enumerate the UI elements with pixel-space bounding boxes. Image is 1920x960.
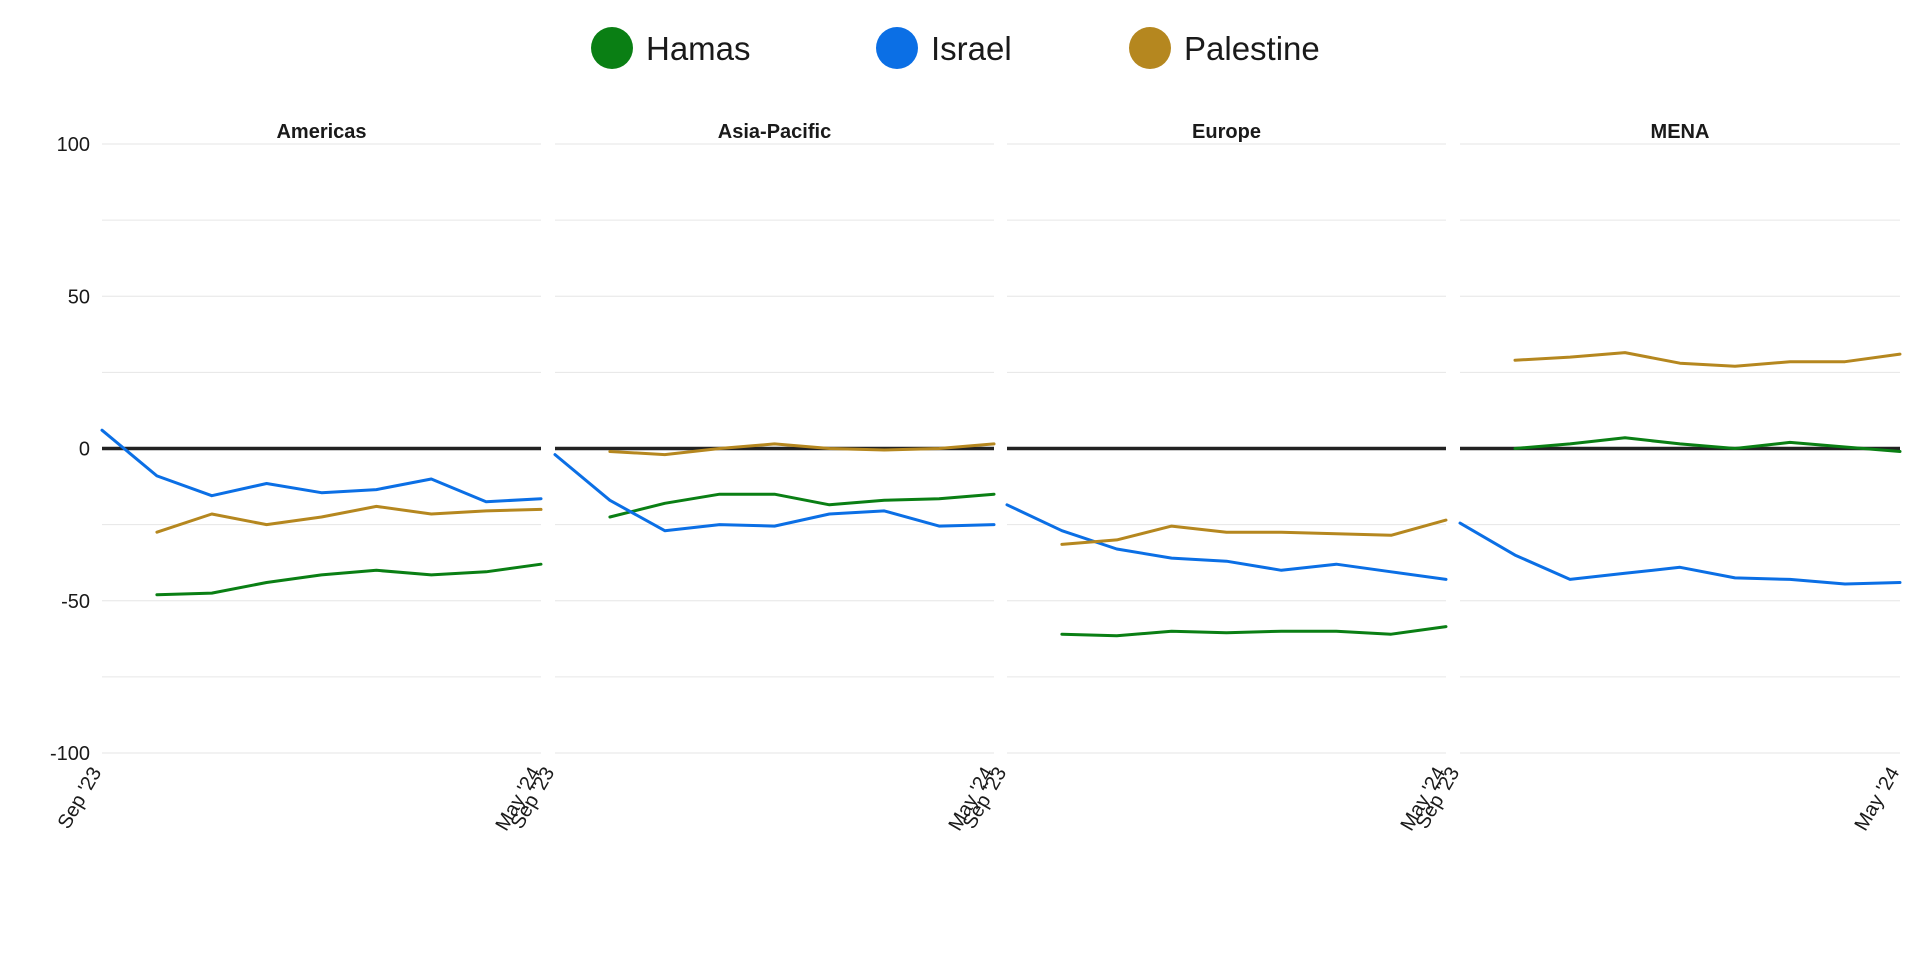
x-tick-label-start: Sep '23	[54, 764, 107, 833]
x-axis: Sep '23 May '24	[54, 764, 546, 835]
y-tick-label: -100	[50, 743, 90, 765]
y-tick-label: 50	[68, 286, 90, 308]
x-tick-label-end: May '24	[1851, 764, 1905, 835]
series-line-palestine	[608, 442, 996, 457]
y-tick-label: 0	[79, 439, 90, 461]
series-line-israel	[1005, 503, 1448, 581]
legend-label-palestine: Palestine	[1184, 30, 1320, 67]
series-line-palestine	[1513, 351, 1902, 368]
series-line-hamas	[1060, 625, 1448, 638]
series-line-hamas	[1513, 436, 1902, 453]
series-line-israel	[100, 428, 543, 504]
panel-title: Europe	[1192, 121, 1261, 143]
panel-mena: MENA Sep '23 May '24	[1412, 121, 1905, 835]
series-line-israel	[1458, 521, 1902, 586]
x-axis: Sep '23 May '24	[959, 764, 1451, 835]
legend-item-israel: Israel	[876, 27, 1012, 69]
legend-swatch-israel	[876, 27, 918, 69]
panel-asia-pacific: Asia-Pacific Sep '23 May '24	[507, 121, 999, 835]
series-line-hamas	[155, 562, 543, 597]
legend-item-palestine: Palestine	[1129, 27, 1320, 69]
gridlines	[1007, 143, 1446, 754]
gridlines	[1460, 143, 1900, 754]
series-line-israel	[553, 453, 996, 533]
y-tick-label: 100	[57, 134, 90, 156]
panel-title: MENA	[1651, 121, 1710, 143]
legend: Hamas Israel Palestine	[591, 27, 1320, 69]
legend-item-hamas: Hamas	[591, 27, 751, 69]
panel-europe: Europe Sep '23 May '24	[959, 121, 1451, 835]
y-tick-label: -50	[61, 591, 90, 613]
legend-label-israel: Israel	[931, 30, 1012, 67]
series-line-palestine	[155, 504, 543, 534]
y-axis: 100 50 0 -50 -100	[50, 134, 90, 765]
series-line-hamas	[608, 492, 996, 519]
series-line-palestine	[1060, 518, 1448, 546]
legend-swatch-palestine	[1129, 27, 1171, 69]
legend-label-hamas: Hamas	[646, 30, 751, 67]
legend-swatch-hamas	[591, 27, 633, 69]
panel-title: Asia-Pacific	[718, 121, 831, 143]
panel-americas: Americas Sep '23 May '24	[54, 121, 546, 835]
x-axis: Sep '23 May '24	[507, 764, 999, 835]
x-axis: Sep '23 May '24	[1412, 764, 1905, 835]
panel-title: Americas	[276, 121, 366, 143]
